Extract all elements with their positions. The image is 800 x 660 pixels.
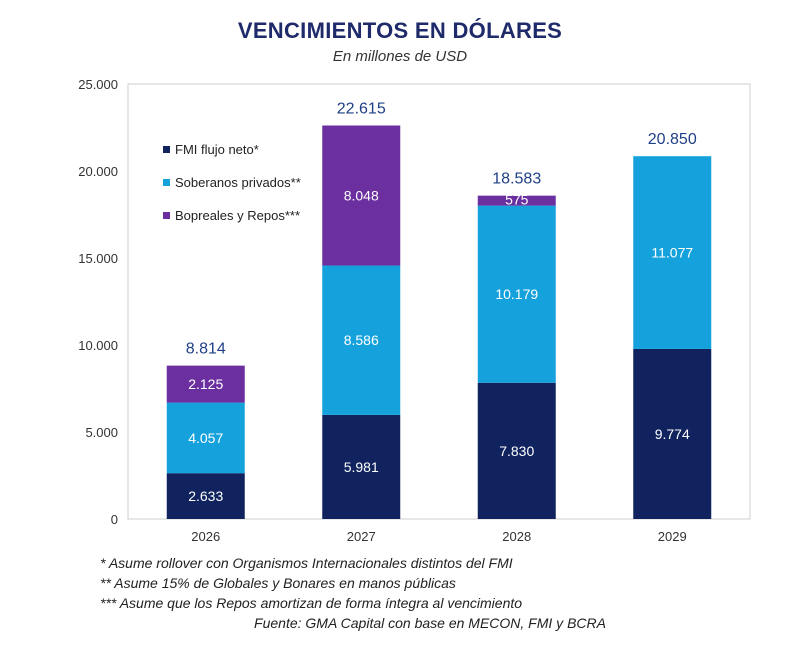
bar-segment-2027-1 — [322, 265, 401, 415]
bar-value-label: 575 — [505, 192, 529, 208]
bar-value-label: 11.077 — [651, 245, 693, 261]
bar-segment-2026-2 — [166, 365, 245, 403]
chart-subtitle: En millones de USD — [332, 48, 468, 65]
y-tick-label: 10.000 — [78, 338, 118, 353]
bar-segment-2029-1 — [633, 156, 712, 349]
bar-value-label: 7.830 — [499, 443, 534, 459]
bar-segment-2026-1 — [166, 402, 245, 474]
x-tick-label: 2027 — [347, 529, 376, 544]
bar-segment-2029-0 — [633, 348, 712, 519]
bar-segment-2026-0 — [166, 473, 245, 519]
footnote-1: * Asume rollover con Organismos Internac… — [100, 555, 513, 571]
bar-segment-2027-0 — [322, 414, 401, 519]
y-tick-label: 15.000 — [78, 251, 118, 266]
bar-value-label: 8.586 — [344, 332, 379, 348]
footnote-2: ** Asume 15% de Globales y Bonares en ma… — [100, 575, 456, 591]
bar-segment-2027-2 — [322, 125, 401, 266]
bar-total-label: 22.615 — [337, 100, 386, 117]
footnotes: * Asume rollover con Organismos Internac… — [100, 553, 760, 633]
bar-value-label: 10.179 — [495, 286, 538, 302]
bar-value-label: 8.048 — [344, 188, 379, 204]
bar-value-label: 5.981 — [344, 459, 379, 475]
x-tick-label: 2026 — [191, 529, 220, 544]
y-tick-label: 5.000 — [85, 425, 118, 440]
bar-value-label: 9.774 — [655, 426, 690, 442]
bar-total-label: 20.850 — [648, 131, 697, 148]
legend-swatch — [163, 212, 170, 219]
bar-value-label: 4.057 — [188, 430, 223, 446]
y-tick-label: 20.000 — [78, 164, 118, 179]
plot-frame — [127, 83, 751, 520]
stacked-bar-chart: 0 5.000 10.000 15.000 20.000 25.000 2.633 4.057… — [78, 77, 751, 544]
footnote-3: *** Asume que los Repos amortizan de for… — [100, 595, 523, 611]
x-tick-label: 2029 — [658, 529, 687, 544]
legend-swatch — [163, 179, 170, 186]
bar-segment-2028-0 — [477, 382, 556, 519]
bar-total-label: 8.814 — [186, 341, 226, 358]
x-tick-label: 2028 — [502, 529, 531, 544]
legend-label: Bopreales y Repos*** — [175, 208, 300, 223]
chart-title: VENCIMIENTOS EN DÓLARES — [237, 18, 563, 43]
legend-label: Soberanos privados** — [175, 175, 301, 190]
bar-total-label: 18.583 — [492, 171, 541, 188]
legend-swatch — [163, 146, 170, 153]
y-tick-label: 25.000 — [78, 77, 118, 92]
y-tick-label: 0 — [111, 512, 118, 527]
bar-segment-2028-1 — [477, 205, 556, 383]
bar-value-label: 2.633 — [188, 488, 223, 504]
legend-label: FMI flujo neto* — [175, 142, 259, 157]
bar-segment-2028-2 — [477, 195, 556, 206]
bar-value-label: 2.125 — [188, 376, 223, 392]
source-note: Fuente: GMA Capital con base en MECON, F… — [254, 615, 606, 631]
